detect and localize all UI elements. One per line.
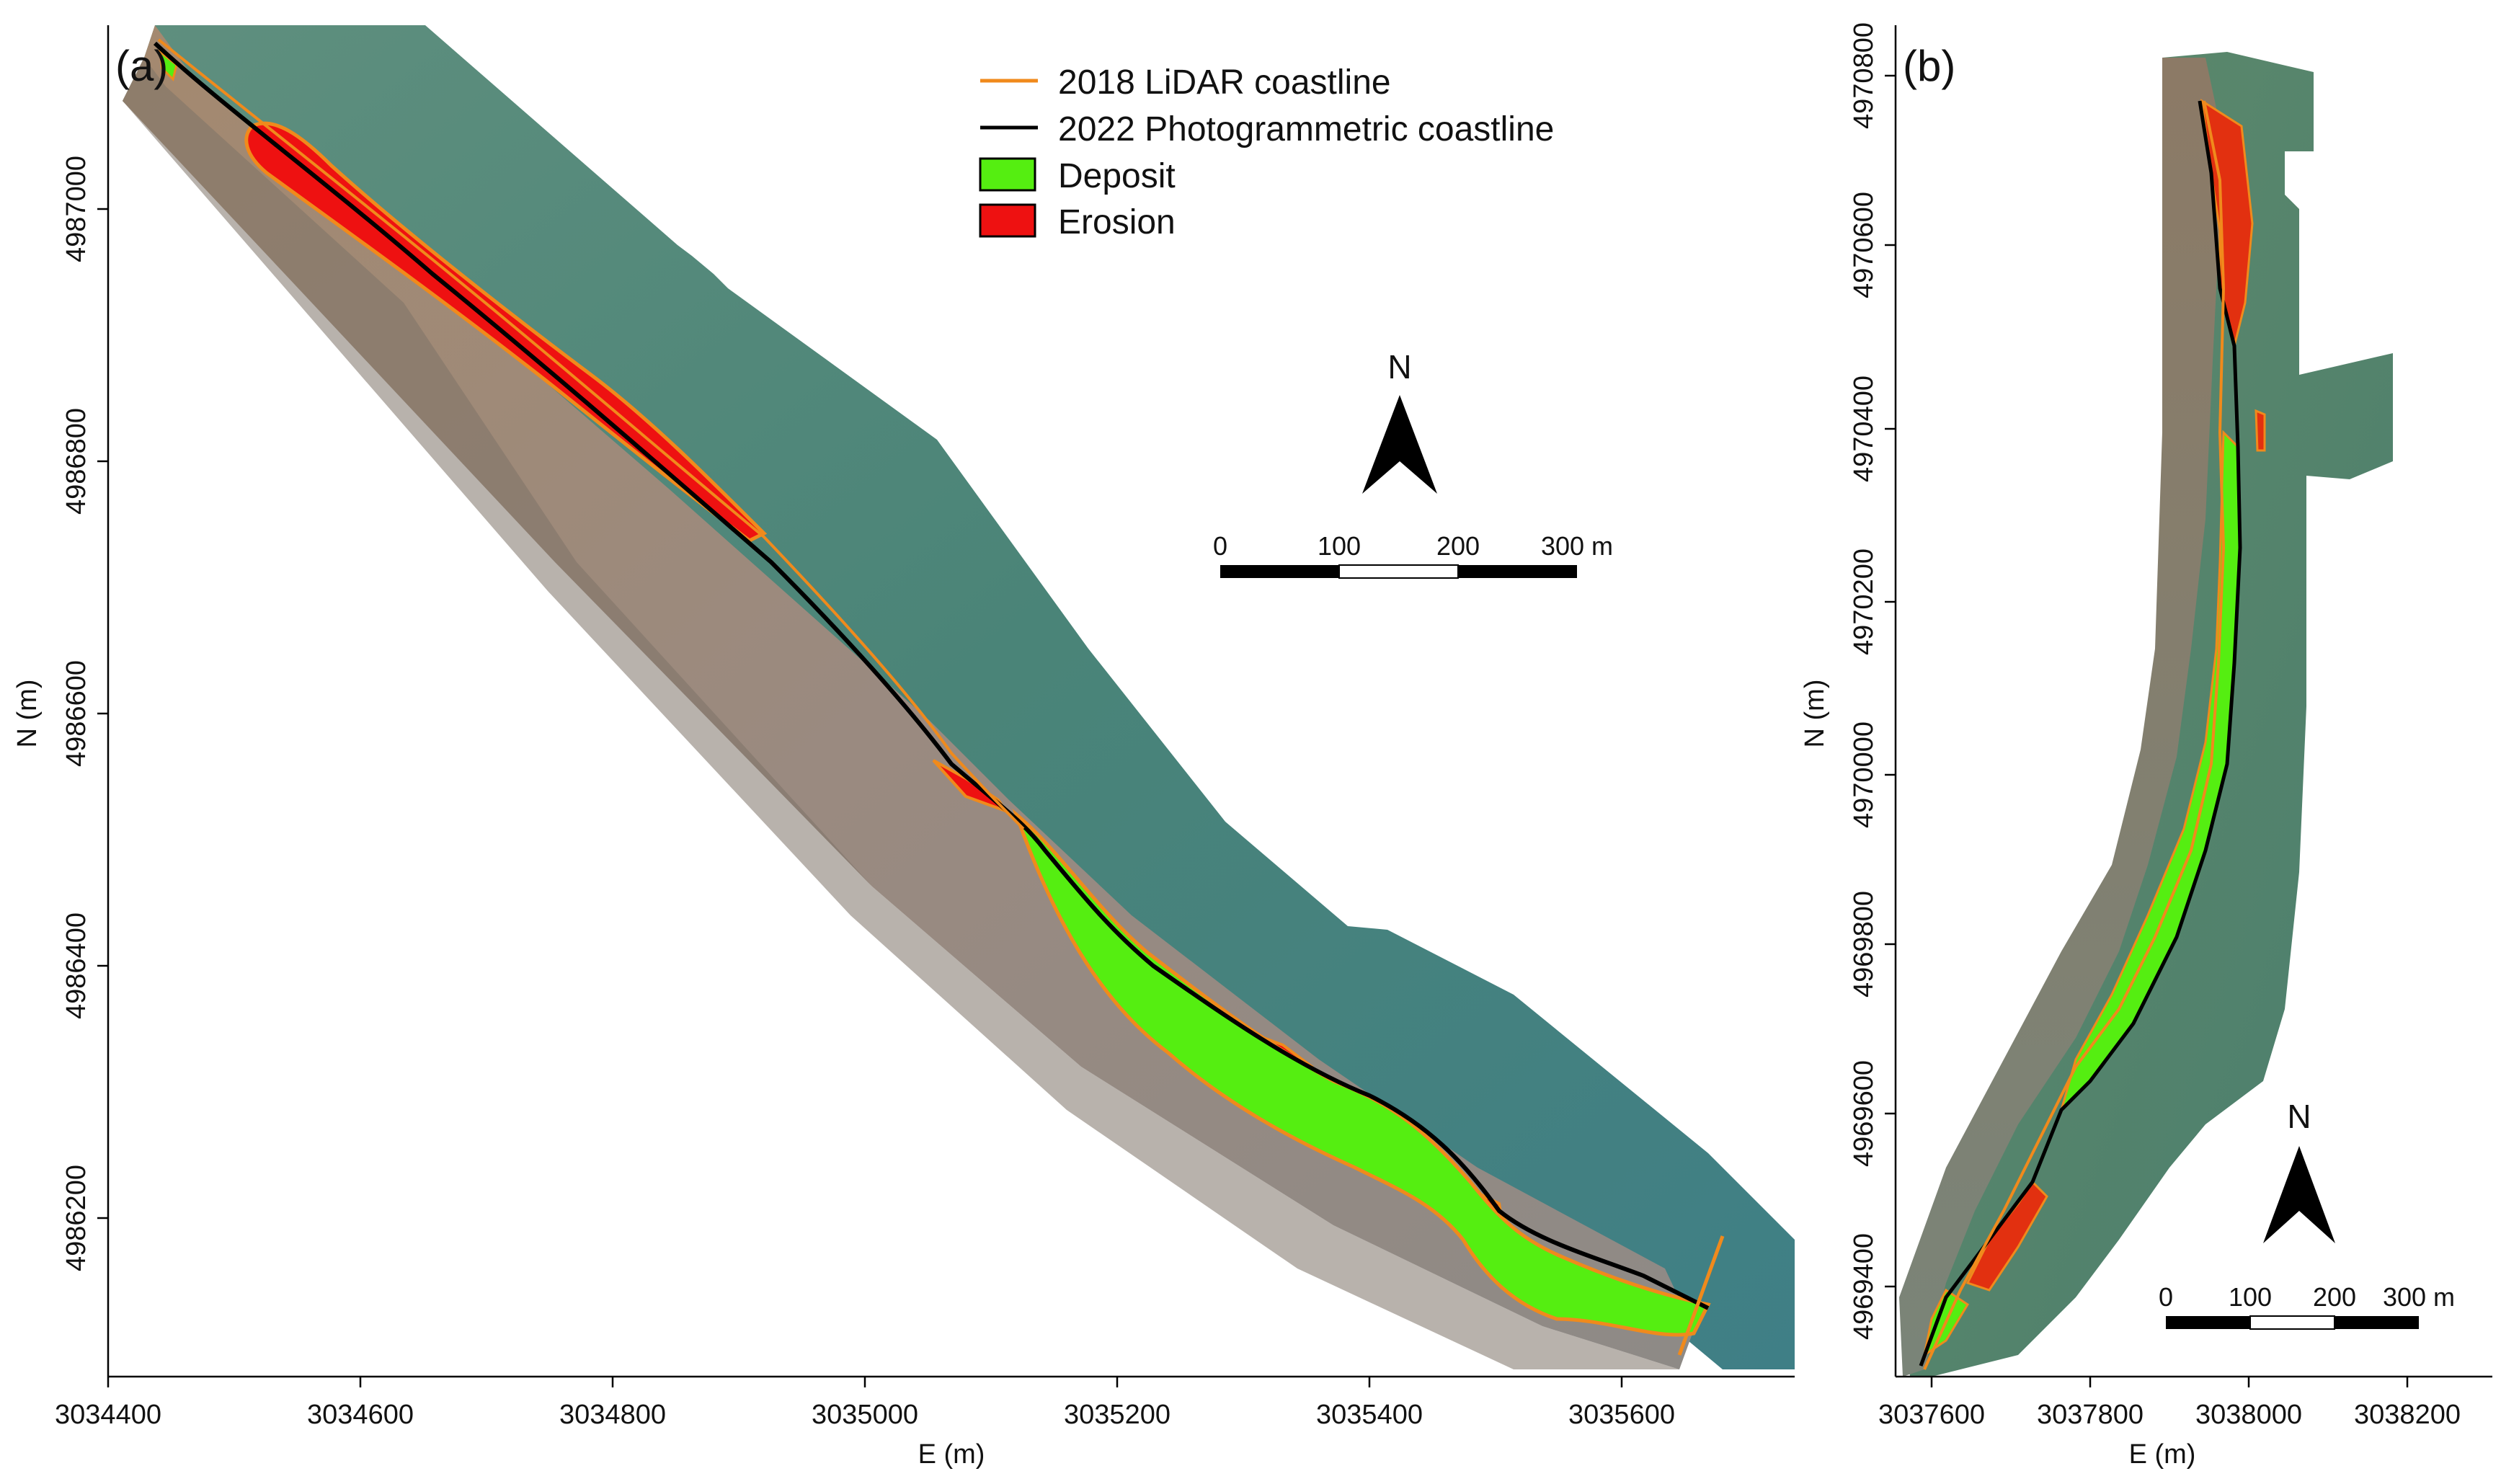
panel-a-jetty (1677, 1235, 1725, 1356)
panel-a-scale-label: 200 (1436, 531, 1480, 561)
panel-b-y-tick-label: 4970400 (1849, 376, 1879, 482)
panel-b-beach-imagery (1899, 58, 2220, 1377)
panel-b-y-tick-label: 4970600 (1849, 192, 1879, 298)
panel-a-scale-label: 100 (1318, 531, 1361, 561)
panel-b-x-tick-label: 3038200 (2354, 1400, 2461, 1430)
panel-b-x-tick-label: 3037600 (1878, 1400, 1985, 1430)
panel-a-x-tick-label: 3035400 (1316, 1400, 1423, 1430)
legend-deposit-swatch (979, 157, 1036, 192)
panel-b-y-tick-label: 4970200 (1849, 548, 1879, 655)
panel-a-y-tick-label: 4986200 (61, 1165, 92, 1271)
panel-a-y-tick-label: 4986600 (61, 660, 92, 767)
panel-b-y-tick-label: 4969600 (1849, 1060, 1879, 1167)
panel-b-x-axis-title: E (m) (2129, 1439, 2196, 1470)
panel-a-y-tick-label: 4986800 (61, 408, 92, 515)
north-arrow-icon (2263, 1146, 2299, 1243)
panel-a-x-axis-title: E (m) (918, 1439, 985, 1470)
legend-erosion-swatch (979, 203, 1036, 238)
panel-b-x-tick-label: 3038000 (2195, 1400, 2302, 1430)
panel-a-lidar-coastline (157, 38, 1025, 830)
panel-a-scale-label: 300 m (1541, 531, 1613, 561)
panel-b-photogrammetric-coastline (1919, 100, 2242, 1367)
panel-a-label: (a) (115, 42, 168, 90)
panel-b-north-label: N (2287, 1098, 2311, 1135)
legend-photogrammetric-label: 2022 Photogrammetric coastline (1058, 110, 1554, 148)
panel-b-y-axis-title: N (m) (1800, 680, 1830, 748)
legend-erosion-label: Erosion (1058, 203, 1176, 241)
panel-b-scale-label: 300 m (2383, 1282, 2455, 1312)
panel-b-y-tick-label: 4970800 (1849, 22, 1879, 129)
panel-a-dune-fringe (123, 58, 1679, 1369)
panel-b-y-tick-label: 4969800 (1849, 891, 1879, 998)
panel-b-scale-label: 200 (2313, 1282, 2356, 1312)
panel-a-x-tick-label: 3035000 (812, 1400, 918, 1430)
panel-a-x-tick-label: 3034600 (307, 1400, 414, 1430)
legend-deposit-label: Deposit (1058, 157, 1176, 195)
panel-b-erosion-small (2255, 409, 2266, 452)
panel-a-north-label: N (1387, 348, 1411, 386)
panel-a-axes: 3034400 3034600 3034800 3035000 3035200 … (12, 25, 1795, 1470)
panel-b-lidar-coastline (1923, 100, 2226, 1370)
legend-lidar-label: 2018 LiDAR coastline (1058, 63, 1391, 102)
panel-a-scale-bar: 0 100 200 300 m (1213, 531, 1613, 579)
panel-b-north-arrow: N (2263, 1098, 2335, 1243)
panel-b-y-tick-label: 4970000 (1849, 721, 1879, 828)
panel-a-scale-label: 0 (1213, 531, 1227, 561)
panel-a-x-tick-label: 3035200 (1064, 1400, 1170, 1430)
panel-b-map (1899, 52, 2393, 1377)
panel-a-x-tick-label: 3035600 (1568, 1400, 1675, 1430)
panel-a-y-axis-title: N (m) (12, 680, 43, 748)
panel-b-y-tick-label: 4969400 (1849, 1233, 1879, 1340)
panel-a-map (123, 25, 1795, 1369)
panel-a-beach-imagery (123, 25, 1694, 1369)
panel-b-scale-label: 0 (2159, 1282, 2173, 1312)
panel-b-axes: 3037600 3037800 3038000 3038200 E (m) 49… (1800, 22, 2492, 1470)
panel-a-north-arrow: N (1362, 348, 1437, 494)
legend: 2018 LiDAR coastline 2022 Photogrammetri… (979, 63, 1554, 241)
panel-a-y-tick-label: 4986400 (61, 912, 92, 1019)
panel-b-scale-label: 100 (2229, 1282, 2272, 1312)
panel-b-x-tick-label: 3037800 (2037, 1400, 2144, 1430)
north-arrow-icon (1362, 395, 1400, 494)
panel-a-x-tick-label: 3034400 (55, 1400, 161, 1430)
panel-a-y-tick-label: 4987000 (61, 156, 92, 262)
panel-b-scale-bar: 0 100 200 300 m (2159, 1282, 2455, 1330)
panel-a-x-tick-label: 3034800 (559, 1400, 666, 1430)
panel-b-label: (b) (1903, 42, 1955, 90)
